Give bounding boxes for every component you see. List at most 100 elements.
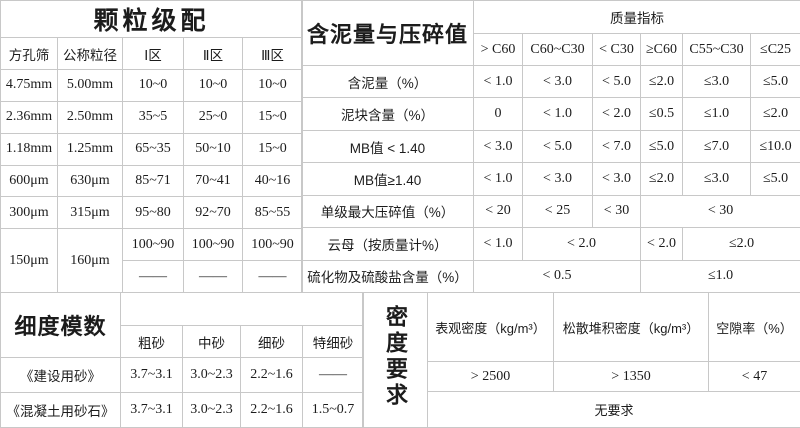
density-section-title: 密度要求 bbox=[362, 292, 428, 428]
quality-cell: 硫化物及硫酸盐含量（%） bbox=[301, 259, 474, 294]
density-cell: > 2500 bbox=[427, 360, 554, 393]
gradation-cell: —— bbox=[122, 260, 184, 293]
fineness-cell: 特细砂 bbox=[302, 325, 364, 358]
fineness-cell: 3.0~2.3 bbox=[182, 392, 241, 428]
quality-cell: ≤3.0 bbox=[682, 64, 751, 99]
fineness-cell: 3.7~3.1 bbox=[120, 357, 183, 393]
gradation-cell: 150μm bbox=[0, 228, 58, 293]
gradation-cell: 95~80 bbox=[122, 196, 184, 230]
gradation-cell: 100~90 bbox=[122, 228, 184, 262]
gradation-cell: 50~10 bbox=[183, 132, 243, 166]
quality-cell: 含泥量（%） bbox=[301, 64, 474, 99]
quality-cell: < 1.0 bbox=[473, 162, 523, 196]
gradation-cell: Ⅲ区 bbox=[241, 37, 304, 70]
fineness-cell: 《混凝土用砂石》 bbox=[0, 392, 121, 428]
gradation-cell: 2.36mm bbox=[0, 100, 58, 134]
quality-cell: < 1.0 bbox=[473, 64, 523, 99]
quality-cell: MB值≥1.40 bbox=[301, 162, 474, 196]
density-cell: 松散堆积密度（kg/m³） bbox=[553, 292, 709, 362]
quality-cell: < 3.0 bbox=[473, 129, 523, 164]
gradation-cell: —— bbox=[183, 260, 243, 293]
quality-cell: 泥块含量（%） bbox=[301, 97, 474, 131]
quality-indicators-table: 含泥量与压碎值 质量指标 > C60 C60~C30 < C30 ≥C60 C55~C30 ≤… bbox=[301, 0, 800, 294]
quality-cell: C60~C30 bbox=[522, 33, 593, 66]
quality-cell: < 2.0 bbox=[640, 227, 683, 261]
quality-cell: < 0.5 bbox=[473, 259, 641, 294]
gradation-cell: 10~0 bbox=[122, 69, 184, 102]
gradation-cell: 630μm bbox=[57, 164, 123, 198]
gradation-cell: 92~70 bbox=[183, 196, 243, 230]
fineness-cell: 3.7~3.1 bbox=[120, 392, 183, 428]
quality-cell: < 3.0 bbox=[592, 162, 641, 196]
gradation-cell: 4.75mm bbox=[0, 69, 58, 102]
quality-cell: MB值 < 1.40 bbox=[301, 129, 474, 164]
quality-cell: ≤3.0 bbox=[682, 162, 751, 196]
fineness-cell: 粗砂 bbox=[120, 325, 183, 358]
gradation-table: 颗粒级配 方孔筛 公称粒径 Ⅰ区 Ⅱ区 Ⅲ区 4.75mm 5.00mm 10~0 10~0 10~… bbox=[0, 0, 304, 293]
quality-cell: < 7.0 bbox=[592, 129, 641, 164]
quality-cell: ≤5.0 bbox=[749, 64, 800, 99]
gradation-cell: Ⅱ区 bbox=[183, 37, 243, 70]
fineness-section-title: 细度模数 bbox=[0, 292, 121, 358]
density-cell: 表观密度（kg/m³） bbox=[427, 292, 554, 362]
gradation-cell: 10~0 bbox=[241, 69, 304, 102]
fineness-cell bbox=[120, 292, 364, 326]
gradation-cell: 15~0 bbox=[241, 100, 304, 134]
quality-cell: < 30 bbox=[639, 194, 800, 229]
gradation-cell: 1.25mm bbox=[57, 132, 123, 166]
quality-cell: 单级最大压碎值（%） bbox=[301, 194, 474, 229]
gradation-cell: 100~90 bbox=[183, 228, 243, 262]
quality-cell: < 20 bbox=[473, 194, 523, 229]
fineness-cell: 3.0~2.3 bbox=[182, 357, 241, 393]
density-cell: 空隙率（%） bbox=[708, 292, 800, 362]
gradation-cell: 315μm bbox=[57, 196, 123, 230]
quality-cell: < 3.0 bbox=[522, 64, 593, 99]
gradation-cell: 10~0 bbox=[183, 69, 243, 102]
gradation-cell: Ⅰ区 bbox=[122, 37, 184, 70]
fineness-cell: 《建设用砂》 bbox=[0, 357, 121, 393]
quality-cell: < 5.0 bbox=[522, 129, 593, 164]
gradation-cell: 5.00mm bbox=[57, 69, 123, 102]
quality-cell: < 30 bbox=[592, 194, 641, 229]
gradation-cell: —— bbox=[241, 260, 304, 293]
quality-section-title: 含泥量与压碎值 bbox=[301, 0, 474, 66]
quality-cell: ≥C60 bbox=[640, 33, 683, 66]
gradation-cell: 100~90 bbox=[241, 228, 304, 262]
gradation-cell: 15~0 bbox=[241, 132, 304, 166]
quality-cell: ≤7.0 bbox=[682, 129, 751, 164]
quality-cell: ≤1.0 bbox=[682, 97, 751, 131]
fineness-modulus-table: 细度模数 粗砂 中砂 细砂 特细砂《建设用砂》 3.7~3.1 3.0~2.3 2.2~1.6… bbox=[0, 292, 364, 428]
gradation-cell: 公称粒径 bbox=[57, 37, 123, 70]
quality-cell: ≤2.0 bbox=[640, 162, 683, 196]
gradation-cell: 600μm bbox=[0, 164, 58, 198]
gradation-cell: 35~5 bbox=[122, 100, 184, 134]
quality-cell: ≤2.0 bbox=[640, 64, 683, 99]
quality-cell: ≤10.0 bbox=[749, 129, 800, 164]
quality-cell: C55~C30 bbox=[682, 33, 751, 66]
quality-cell: ≤2.0 bbox=[681, 227, 800, 261]
quality-cell: 0 bbox=[473, 97, 523, 131]
fineness-cell: 中砂 bbox=[182, 325, 241, 358]
gradation-section-title: 颗粒级配 bbox=[0, 0, 304, 38]
quality-cell: < 1.0 bbox=[473, 227, 523, 261]
quality-cell: ≤5.0 bbox=[749, 162, 800, 196]
quality-cell: < 1.0 bbox=[522, 97, 593, 131]
density-cell: > 1350 bbox=[553, 360, 709, 393]
density-vertical-title-text: 密度要求 bbox=[383, 305, 408, 409]
quality-cell: < 5.0 bbox=[592, 64, 641, 99]
quality-cell: 云母（按质量计%） bbox=[301, 227, 474, 261]
gradation-cell: 85~71 bbox=[122, 164, 184, 198]
density-cell: < 47 bbox=[708, 360, 800, 393]
gradation-cell: 160μm bbox=[57, 228, 123, 293]
quality-cell: > C60 bbox=[473, 33, 523, 66]
gradation-cell: 1.18mm bbox=[0, 132, 58, 166]
quality-cell: ≤5.0 bbox=[640, 129, 683, 164]
gradation-cell: 40~16 bbox=[241, 164, 304, 198]
fineness-cell: 2.2~1.6 bbox=[240, 392, 303, 428]
gradation-cell: 85~55 bbox=[241, 196, 304, 230]
fineness-cell: 细砂 bbox=[240, 325, 303, 358]
quality-cell: < 2.0 bbox=[592, 97, 641, 131]
quality-cell: ≤2.0 bbox=[749, 97, 800, 131]
density-requirements-table: 密度要求 表观密度（kg/m³） 松散堆积密度（kg/m³） 空隙率（%） > 2500… bbox=[362, 292, 800, 428]
